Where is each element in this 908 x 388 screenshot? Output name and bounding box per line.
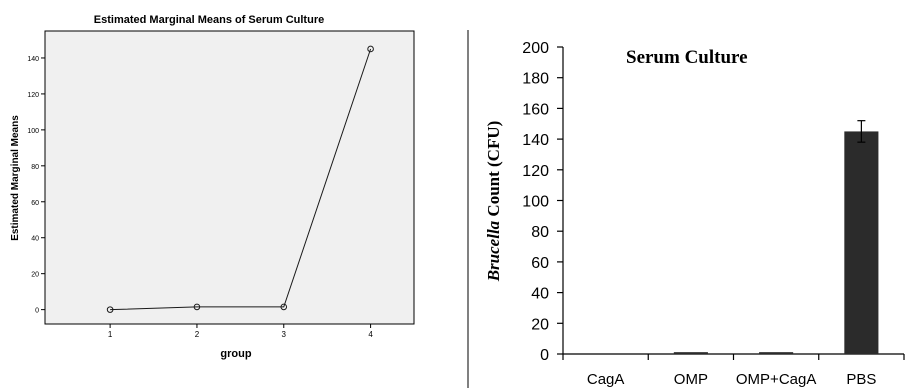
right-x-tick-label: OMP bbox=[674, 371, 708, 388]
left-chart: Estimated Marginal Means of Serum Cultur… bbox=[10, 14, 415, 360]
left-x-tick-label: 2 bbox=[195, 330, 200, 339]
left-data-point bbox=[280, 303, 288, 311]
left-plot-area bbox=[44, 30, 415, 325]
right-x-tick-label: PBS bbox=[846, 371, 876, 388]
left-y-tick-label: 80 bbox=[31, 164, 39, 171]
right-y-tick-label: 40 bbox=[531, 286, 549, 303]
left-y-ticks: 0 20 40 60 80 100 120 140 bbox=[27, 56, 45, 315]
right-y-axis-label: Brucella Count (CFU) bbox=[484, 121, 503, 283]
left-y-axis-label: Estimated Marginal Means bbox=[10, 115, 21, 241]
right-y-tick-label: 180 bbox=[522, 71, 549, 88]
right-chart-title: Serum Culture bbox=[626, 47, 748, 68]
right-y-tick-label: 0 bbox=[540, 347, 549, 364]
right-y-ticks: 0 20 40 60 80 100 120 140 160 180 200 bbox=[522, 40, 563, 364]
left-y-tick-label: 20 bbox=[31, 272, 39, 279]
left-markers bbox=[106, 45, 374, 313]
right-y-tick-label: 120 bbox=[522, 163, 549, 180]
left-y-tick-label: 140 bbox=[27, 56, 39, 63]
left-x-tick-label: 4 bbox=[368, 330, 373, 339]
right-y-tick-label: 60 bbox=[531, 255, 549, 272]
left-data-point bbox=[367, 45, 374, 53]
right-x-ticks: CagA OMP OMP+CagA PBS bbox=[562, 354, 905, 388]
right-y-tick-label: 20 bbox=[531, 316, 549, 333]
right-bar bbox=[844, 131, 879, 354]
left-y-tick-label: 100 bbox=[27, 128, 39, 135]
left-x-axis-label: group bbox=[220, 348, 251, 360]
right-y-axis-label-rest: Count (CFU) bbox=[484, 121, 503, 221]
right-y-tick-label: 160 bbox=[522, 101, 549, 118]
right-x-tick-label: CagA bbox=[587, 371, 625, 388]
right-chart: 0 20 40 60 80 100 120 140 160 180 200 CagA OMP OMP+C… bbox=[467, 30, 905, 388]
right-bar bbox=[759, 352, 794, 354]
left-chart-title: Estimated Marginal Means of Serum Cultur… bbox=[94, 14, 324, 26]
right-error-bars bbox=[857, 120, 866, 143]
left-y-tick-label: 0 bbox=[35, 308, 39, 315]
left-y-tick-label: 60 bbox=[31, 200, 39, 207]
right-x-tick-label: OMP+CagA bbox=[736, 371, 816, 388]
left-x-tick-label: 3 bbox=[282, 330, 287, 339]
left-data-point bbox=[193, 303, 201, 311]
left-series-line bbox=[110, 48, 372, 311]
right-y-tick-label: 80 bbox=[531, 224, 549, 241]
right-y-tick-label: 140 bbox=[522, 132, 549, 149]
left-y-tick-label: 40 bbox=[31, 236, 39, 243]
right-bar bbox=[673, 352, 708, 354]
left-y-tick-label: 120 bbox=[27, 92, 39, 99]
right-bars bbox=[673, 131, 879, 354]
left-x-ticks: 1 2 3 4 bbox=[108, 324, 373, 339]
right-y-tick-label: 100 bbox=[522, 194, 549, 211]
left-x-tick-label: 1 bbox=[108, 330, 113, 339]
right-y-axis-label-italic: Brucella bbox=[484, 220, 503, 282]
right-y-tick-label: 200 bbox=[522, 40, 549, 57]
left-data-point bbox=[106, 306, 114, 313]
